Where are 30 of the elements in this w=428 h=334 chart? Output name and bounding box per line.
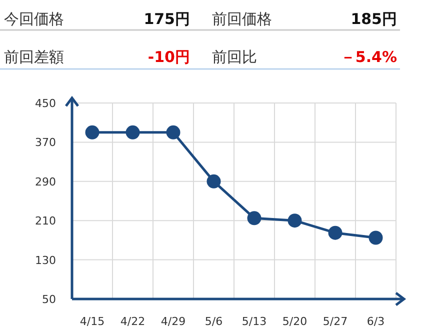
text: 前回比: [212, 48, 257, 66]
text: 175円: [144, 10, 190, 28]
point: [288, 214, 302, 228]
point: [247, 211, 262, 226]
y-tick-label: 370: [35, 136, 56, 150]
y-tick-label: 290: [35, 175, 56, 188]
y-tick-label: 50: [42, 293, 56, 306]
text: 前回価格: [212, 10, 272, 28]
x-tick-label: 5/13: [242, 315, 267, 328]
point: [166, 125, 180, 140]
x-tick-label: 5/6: [204, 315, 223, 328]
x-tick-label: 5/20: [282, 315, 308, 328]
x-tick-label: 4/29: [160, 315, 186, 328]
text: 前回差額: [4, 48, 64, 66]
x-tick-label: 6/3: [366, 315, 385, 328]
text: -10円: [148, 48, 190, 66]
point: [368, 230, 383, 245]
x-tick-label: 4/22: [120, 315, 146, 328]
text: 今回価格: [4, 10, 64, 28]
text: －5.4%: [340, 48, 397, 66]
point: [206, 174, 221, 188]
y-tick-label: 210: [35, 214, 56, 228]
x-tick-label: 5/27: [322, 315, 348, 328]
point: [328, 226, 342, 240]
text: 185円: [350, 10, 397, 28]
point: [85, 125, 100, 140]
y-tick-label: 130: [35, 254, 56, 267]
point: [126, 125, 140, 140]
x-tick-label: 4/15: [80, 315, 105, 328]
y-tick-label: 450: [35, 97, 56, 110]
